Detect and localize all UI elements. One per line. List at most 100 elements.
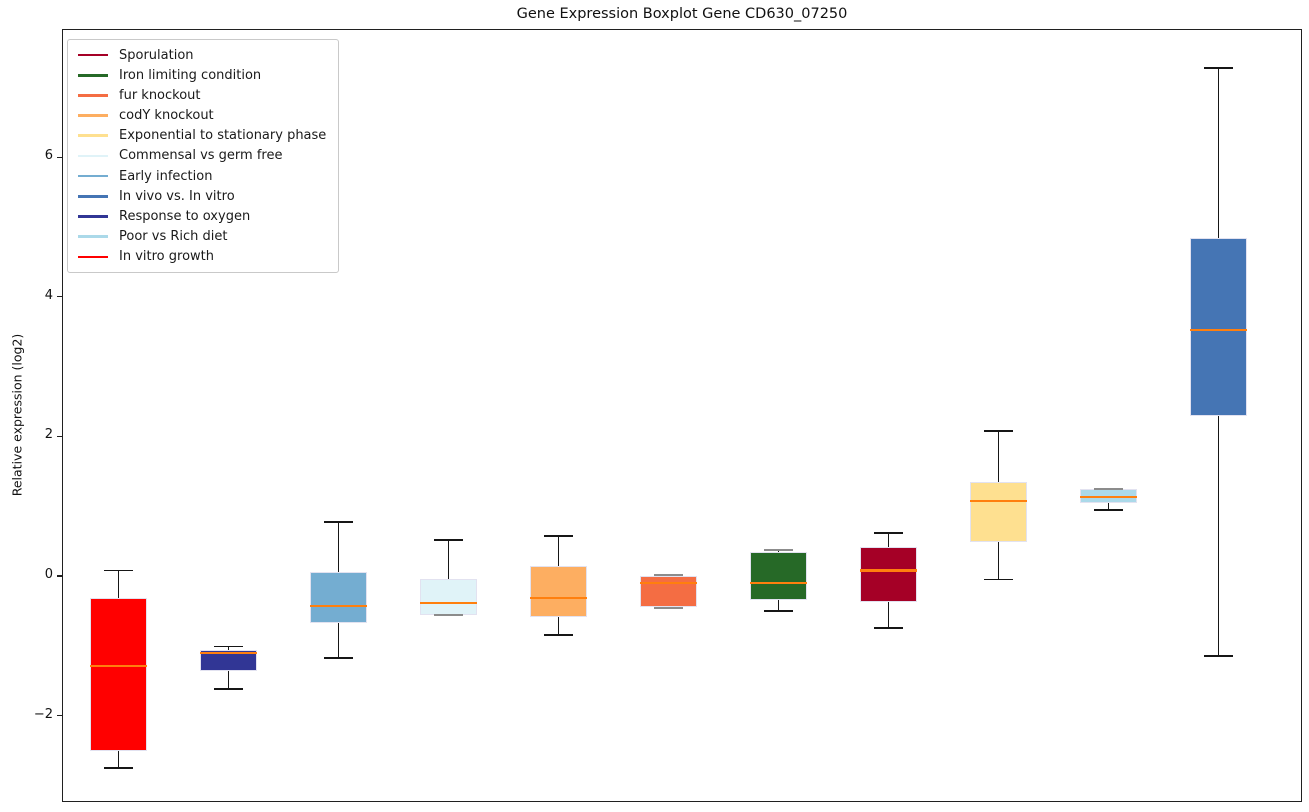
median-line — [640, 581, 697, 585]
legend-swatch-icon — [78, 94, 108, 97]
lower-whisker — [117, 751, 120, 768]
y-tick-mark — [57, 156, 62, 158]
median-line — [970, 500, 1027, 503]
median-line — [750, 581, 807, 585]
box — [640, 576, 697, 608]
y-tick-label: −2 — [33, 706, 53, 722]
legend-item-cody-knockout: codY knockout — [78, 108, 328, 123]
lower-whisker — [997, 541, 1000, 580]
median-line — [420, 602, 477, 605]
lower-cap — [654, 607, 683, 609]
upper-cap — [214, 645, 243, 648]
lower-whisker — [1107, 502, 1110, 511]
lower-whisker — [337, 623, 340, 658]
upper-cap — [984, 429, 1013, 432]
y-tick-label: 4 — [44, 287, 53, 303]
legend-label: Exponential to stationary phase — [119, 128, 327, 144]
upper-cap — [324, 521, 353, 524]
median-line — [1190, 329, 1247, 332]
legend-swatch-icon — [78, 73, 108, 77]
lower-whisker — [227, 670, 230, 690]
legend: Sporulation Iron limiting condition fur kn… — [67, 39, 339, 273]
legend-label: Sporulation — [119, 47, 194, 63]
y-tick-mark — [57, 435, 62, 438]
upper-whisker — [1217, 67, 1220, 239]
median-line — [90, 664, 147, 668]
legend-swatch-icon — [78, 194, 108, 198]
legend-swatch-icon — [78, 114, 108, 117]
upper-whisker — [557, 536, 560, 566]
legend-swatch-icon — [78, 53, 108, 57]
legend-label: fur knockout — [119, 87, 201, 103]
lower-cap — [104, 767, 133, 769]
lower-cap — [1204, 655, 1233, 658]
upper-whisker — [887, 532, 890, 548]
lower-whisker — [557, 617, 560, 635]
legend-label: Response to oxygen — [119, 208, 251, 224]
upper-whisker — [227, 646, 230, 650]
legend-item-in-vivo-vs-in-vitro: In vivo vs. In vitro — [78, 189, 328, 204]
legend-item-early-infection: Early infection — [78, 169, 328, 184]
upper-whisker — [337, 522, 340, 572]
lower-cap — [434, 614, 463, 616]
upper-whisker — [447, 539, 450, 580]
median-line — [530, 596, 587, 599]
upper-cap — [874, 531, 903, 534]
lower-cap — [874, 627, 903, 630]
y-tick-mark — [57, 296, 62, 298]
legend-item-exponential-to-stationary-phase: Exponential to stationary phase — [78, 128, 328, 143]
legend-item-in-vitro-growth: In vitro growth — [78, 249, 328, 264]
lower-cap — [1094, 509, 1123, 512]
legend-swatch-icon — [78, 235, 108, 238]
box — [970, 482, 1027, 542]
legend-swatch-icon — [78, 134, 108, 138]
upper-whisker — [117, 570, 120, 598]
legend-swatch-icon — [78, 174, 108, 178]
box — [750, 551, 807, 601]
box — [420, 579, 477, 616]
y-tick-mark — [57, 575, 62, 577]
median-line — [200, 651, 257, 654]
median-line — [1080, 496, 1137, 499]
y-tick-mark — [57, 714, 62, 717]
legend-label: Iron limiting condition — [119, 67, 262, 83]
legend-swatch-icon — [78, 255, 108, 259]
lower-whisker — [777, 600, 780, 611]
upper-cap — [654, 574, 683, 577]
y-axis-label: Relative expression (log2) — [9, 333, 25, 497]
legend-item-iron-limiting-condition: Iron limiting condition — [78, 68, 328, 83]
legend-label: Poor vs Rich diet — [119, 229, 228, 245]
chart-title: Gene Expression Boxplot Gene CD630_07250 — [516, 6, 848, 22]
upper-cap — [1094, 487, 1123, 490]
legend-label: In vivo vs. In vitro — [119, 188, 235, 204]
median-line — [310, 604, 367, 608]
legend-label: In vitro growth — [119, 249, 214, 265]
legend-item-commensal-vs-germ-free: Commensal vs germ free — [78, 148, 328, 163]
legend-swatch-icon — [78, 215, 108, 218]
lower-cap — [324, 656, 353, 659]
box — [200, 649, 257, 671]
lower-whisker — [887, 601, 890, 629]
lower-cap — [544, 633, 573, 636]
upper-cap — [434, 538, 463, 541]
legend-label: codY knockout — [119, 108, 214, 124]
legend-item-response-to-oxygen: Response to oxygen — [78, 209, 328, 224]
lower-cap — [984, 578, 1013, 581]
legend-swatch-icon — [78, 154, 108, 158]
legend-item-fur-knockout: fur knockout — [78, 88, 328, 103]
lower-cap — [214, 688, 243, 690]
upper-cap — [104, 569, 133, 572]
upper-cap — [544, 535, 573, 538]
lower-cap — [764, 610, 793, 612]
legend-item-poor-vs-rich-diet: Poor vs Rich diet — [78, 229, 328, 244]
lower-whisker — [1217, 416, 1220, 657]
box — [1190, 238, 1247, 417]
y-tick-label: 0 — [44, 567, 53, 582]
upper-cap — [1204, 66, 1233, 69]
y-tick-label: 6 — [44, 148, 53, 164]
box — [90, 597, 147, 752]
median-line — [860, 569, 917, 572]
legend-label: Early infection — [119, 168, 213, 184]
legend-label: Commensal vs germ free — [119, 148, 283, 164]
